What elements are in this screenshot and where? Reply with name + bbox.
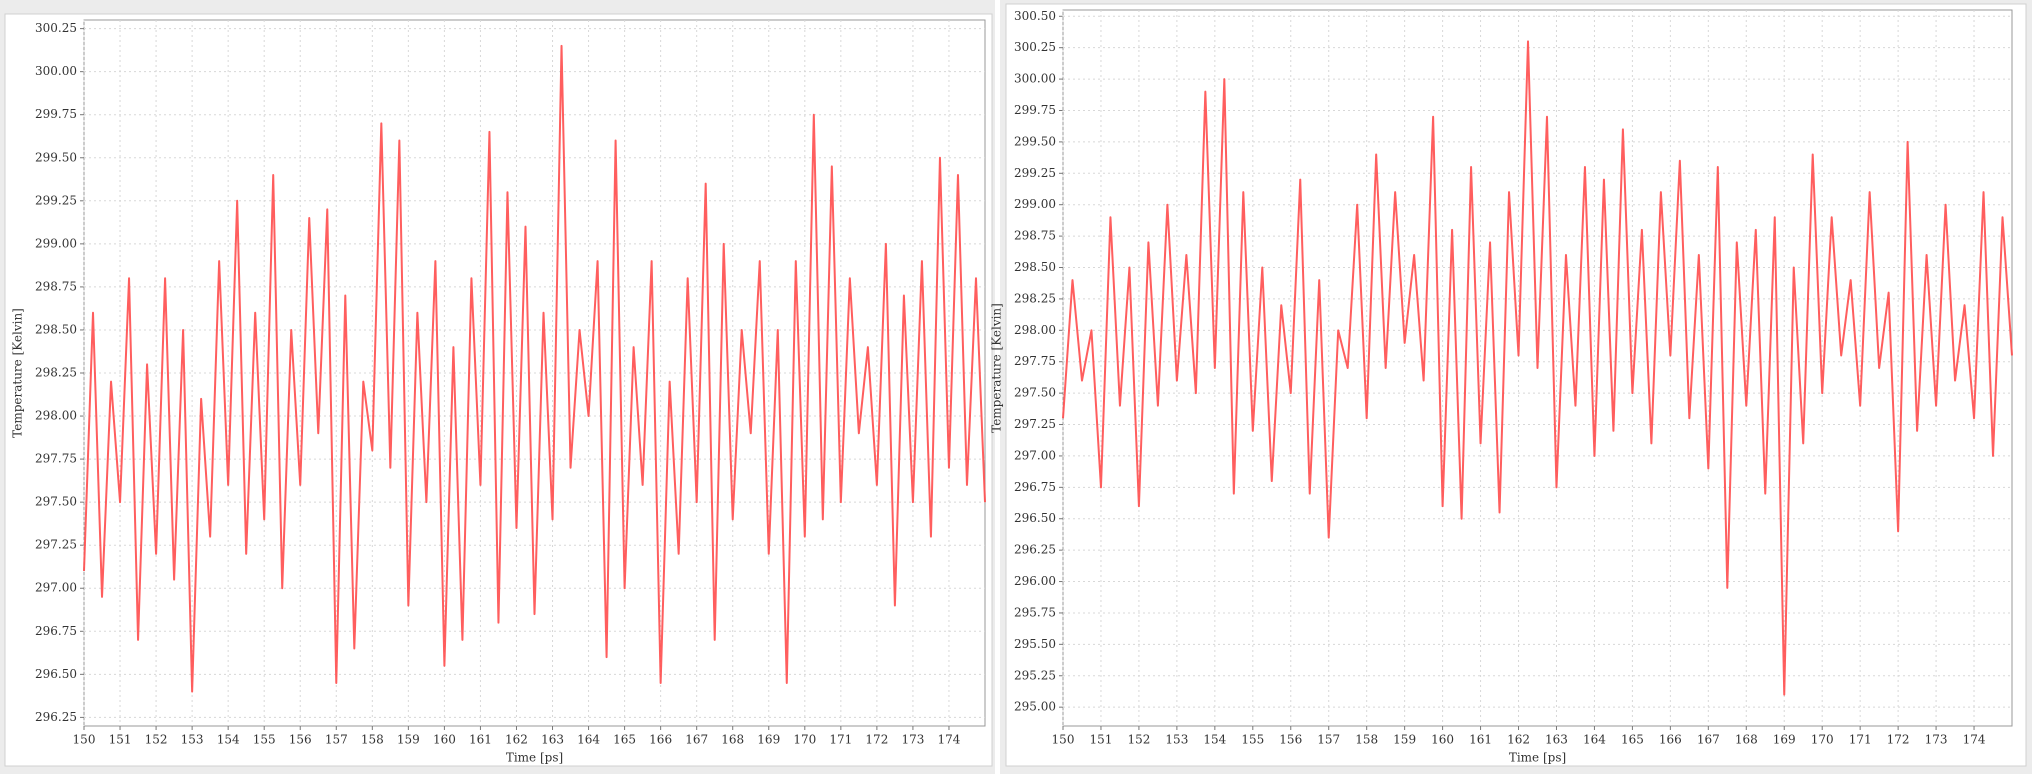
- y-tick-label: 299.00: [1014, 197, 1056, 211]
- x-tick-label: 152: [1127, 733, 1150, 747]
- x-tick-label: 158: [1355, 733, 1378, 747]
- x-tick-label: 171: [1849, 733, 1872, 747]
- x-tick-label: 156: [1279, 733, 1302, 747]
- y-tick-label: 297.50: [1014, 386, 1056, 400]
- x-tick-label: 153: [1165, 733, 1188, 747]
- y-tick-label: 299.00: [35, 236, 77, 250]
- x-tick-label: 157: [325, 733, 348, 747]
- y-axis-title: Temperature [Kelvin]: [11, 308, 25, 438]
- y-tick-label: 299.50: [1014, 134, 1056, 148]
- y-tick-label: 300.00: [35, 64, 77, 78]
- x-tick-label: 157: [1317, 733, 1340, 747]
- x-tick-label: 168: [1735, 733, 1758, 747]
- y-tick-label: 297.00: [1014, 448, 1056, 462]
- x-tick-label: 159: [1393, 733, 1416, 747]
- x-tick-label: 166: [649, 733, 672, 747]
- y-tick-label: 298.00: [35, 409, 77, 423]
- x-tick-label: 171: [829, 733, 852, 747]
- y-tick-label: 296.75: [35, 624, 77, 638]
- x-tick-label: 158: [361, 733, 384, 747]
- x-tick-label: 165: [1621, 733, 1644, 747]
- y-tick-label: 296.25: [1014, 543, 1056, 557]
- y-tick-label: 296.00: [1014, 574, 1056, 588]
- x-tick-label: 159: [397, 733, 420, 747]
- y-tick-label: 297.25: [1014, 417, 1056, 431]
- y-tick-label: 295.00: [1014, 700, 1056, 714]
- x-tick-label: 168: [721, 733, 744, 747]
- y-tick-label: 296.50: [35, 667, 77, 681]
- x-tick-label: 155: [1241, 733, 1264, 747]
- x-tick-label: 163: [541, 733, 564, 747]
- x-tick-label: 170: [793, 733, 816, 747]
- x-tick-label: 170: [1811, 733, 1834, 747]
- y-tick-label: 296.25: [35, 710, 77, 724]
- y-tick-label: 296.50: [1014, 511, 1056, 525]
- y-tick-label: 295.25: [1014, 668, 1056, 682]
- y-tick-label: 298.75: [35, 279, 77, 293]
- y-tick-label: 300.00: [1014, 72, 1056, 86]
- y-tick-label: 300.50: [1014, 9, 1056, 23]
- y-tick-label: 298.75: [1014, 229, 1056, 243]
- x-tick-label: 154: [1203, 733, 1226, 747]
- y-tick-label: 296.75: [1014, 480, 1056, 494]
- y-tick-label: 300.25: [1014, 40, 1056, 54]
- x-tick-label: 151: [1090, 733, 1113, 747]
- x-axis-title: Time [ps]: [506, 751, 563, 765]
- y-tick-label: 298.00: [1014, 323, 1056, 337]
- temperature-line: [83, 44, 986, 693]
- y-tick-label: 299.75: [1014, 103, 1056, 117]
- y-tick-label: 297.50: [35, 495, 77, 509]
- x-tick-label: 152: [145, 733, 168, 747]
- x-tick-label: 160: [433, 733, 456, 747]
- y-tick-label: 297.25: [35, 538, 77, 552]
- x-tick-label: 165: [613, 733, 636, 747]
- y-tick-label: 299.25: [1014, 166, 1056, 180]
- y-tick-label: 298.50: [35, 322, 77, 336]
- x-tick-label: 162: [505, 733, 528, 747]
- y-axis-title: Temperature [Kelvin]: [990, 303, 1004, 433]
- y-tick-label: 295.75: [1014, 605, 1056, 619]
- x-tick-label: 156: [289, 733, 312, 747]
- y-tick-label: 297.00: [35, 581, 77, 595]
- x-tick-label: 174: [1963, 733, 1986, 747]
- x-tick-label: 155: [253, 733, 276, 747]
- temperature-line: [1062, 40, 2013, 696]
- y-tick-label: 299.75: [35, 107, 77, 121]
- y-tick-label: 298.25: [35, 366, 77, 380]
- x-tick-label: 160: [1431, 733, 1454, 747]
- x-tick-label: 163: [1545, 733, 1568, 747]
- x-tick-label: 164: [1583, 733, 1606, 747]
- x-tick-label: 172: [1887, 733, 1910, 747]
- x-tick-label: 162: [1507, 733, 1530, 747]
- y-tick-label: 297.75: [35, 452, 77, 466]
- y-tick-label: 300.25: [35, 21, 77, 35]
- x-tick-label: 154: [217, 733, 240, 747]
- y-tick-label: 299.50: [35, 150, 77, 164]
- y-tick-label: 298.25: [1014, 291, 1056, 305]
- y-tick-label: 298.50: [1014, 260, 1056, 274]
- x-tick-label: 174: [938, 733, 961, 747]
- y-tick-label: 297.75: [1014, 354, 1056, 368]
- x-tick-label: 150: [73, 733, 96, 747]
- x-tick-label: 150: [1052, 733, 1075, 747]
- x-tick-label: 167: [685, 733, 708, 747]
- x-tick-label: 161: [1469, 733, 1492, 747]
- x-axis-title: Time [ps]: [1509, 751, 1566, 765]
- x-tick-label: 166: [1659, 733, 1682, 747]
- y-tick-label: 299.25: [35, 193, 77, 207]
- y-tick-label: 295.50: [1014, 637, 1056, 651]
- x-tick-label: 169: [757, 733, 780, 747]
- x-tick-label: 169: [1773, 733, 1796, 747]
- x-tick-label: 173: [1925, 733, 1948, 747]
- x-tick-label: 172: [865, 733, 888, 747]
- x-tick-label: 151: [109, 733, 132, 747]
- x-tick-label: 161: [469, 733, 492, 747]
- x-tick-label: 173: [901, 733, 924, 747]
- x-tick-label: 164: [577, 733, 600, 747]
- x-tick-label: 167: [1697, 733, 1720, 747]
- x-tick-label: 153: [181, 733, 204, 747]
